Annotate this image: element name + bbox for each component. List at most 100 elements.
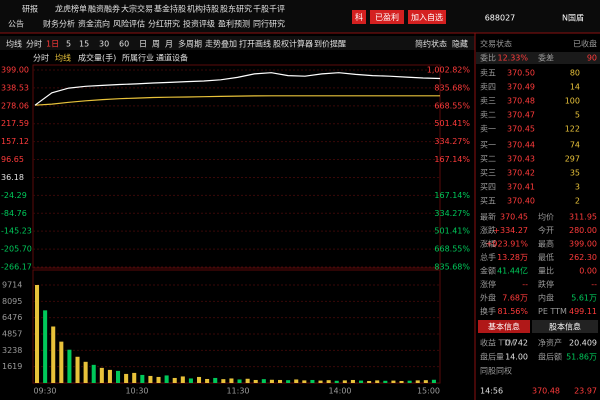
chart-tab[interactable]: 所属行业	[122, 53, 154, 63]
book-volume: 74	[570, 141, 580, 150]
volume-bar	[383, 380, 388, 383]
toolbar-item[interactable]: 日	[139, 40, 147, 49]
toolbar-item[interactable]: 隐藏	[452, 39, 468, 49]
volume-bar	[294, 379, 299, 383]
panel-field: 涨幅	[480, 239, 496, 249]
book-label: 买一	[480, 141, 496, 150]
tab[interactable]	[532, 320, 598, 333]
book-price: 370.50	[507, 69, 535, 78]
chart-tab[interactable]: 分时	[33, 53, 49, 63]
volume-bar	[180, 376, 185, 383]
toolbar-item[interactable]: 打开画线	[239, 39, 271, 49]
panel-tab[interactable]: 基本信息	[488, 322, 520, 332]
time-label: 10:30	[125, 387, 148, 396]
toolbar-item[interactable]: 均线	[6, 39, 22, 49]
book-price: 370.40	[507, 197, 535, 206]
toolbar-item[interactable]: 1日	[46, 40, 59, 49]
panel-field: PE TTM	[538, 307, 567, 316]
volume-bar	[43, 310, 48, 383]
menu-item[interactable]: 基金持股	[154, 4, 186, 14]
book-label: 卖四	[480, 83, 496, 92]
volume-tick-label: 8095	[2, 297, 22, 306]
panel-field: 收益 TTM	[480, 338, 515, 348]
badge-label[interactable]: 加入自选	[411, 12, 443, 22]
price-tick-label: -266.17	[1, 263, 32, 272]
menu-item[interactable]: 龙虎榜单	[55, 4, 87, 14]
badge-label[interactable]: 科	[355, 12, 363, 22]
toolbar-item[interactable]: 5	[66, 40, 71, 49]
volume-bar	[205, 378, 210, 383]
menu-item[interactable]: 资金流向	[78, 19, 110, 29]
panel-field: 换手	[480, 306, 496, 316]
panel-field: 涨停	[480, 279, 496, 289]
menu-item[interactable]: 融资融券	[88, 4, 120, 14]
book-label: 买二	[480, 155, 496, 164]
volume-bar	[269, 379, 274, 383]
menu-item[interactable]: 盈利预测	[218, 19, 250, 29]
menu-item[interactable]: 同行研究	[253, 19, 285, 29]
badge[interactable]	[370, 10, 404, 24]
panel-field: 均价	[538, 212, 554, 222]
panel-tab[interactable]: 股本信息	[549, 322, 581, 332]
book-label: 卖三	[480, 97, 496, 106]
panel-field: 盘后量	[480, 352, 504, 362]
volume-bar	[75, 356, 80, 383]
menu-item[interactable]: 公告	[8, 19, 24, 29]
panel-field: 41.44亿	[497, 266, 528, 276]
badge[interactable]	[408, 10, 446, 24]
book-volume: 80	[570, 69, 580, 78]
badge[interactable]	[352, 10, 366, 24]
toolbar	[0, 36, 475, 50]
toolbar-item[interactable]: 多周期	[178, 39, 202, 49]
volume-bar	[334, 380, 339, 383]
menu-item[interactable]: 大宗交易	[121, 4, 153, 14]
toolbar-item[interactable]: 简约状态	[415, 39, 447, 49]
panel-field: --	[591, 280, 597, 289]
menu-item[interactable]: 投资评级	[183, 19, 215, 29]
menu-item[interactable]: 研报	[22, 4, 38, 14]
menu-item[interactable]: 千股千评	[253, 4, 285, 14]
volume-bar	[188, 378, 193, 383]
ratio-row-bg	[476, 52, 600, 64]
chart-tab[interactable]: 通道设备	[156, 53, 188, 63]
pct-tick-label: 167.14%	[434, 191, 470, 200]
panel-field: 委比	[480, 53, 496, 63]
stock-code: 688027	[485, 14, 516, 23]
toolbar-item[interactable]: 到价提醒	[314, 39, 346, 49]
toolbar-item[interactable]: 周	[152, 40, 160, 49]
toolbar-item[interactable]: 分时	[26, 39, 42, 49]
book-label: 买五	[480, 197, 496, 206]
panel-field: 5.61万	[571, 294, 597, 303]
volume-bar	[124, 373, 129, 383]
volume-bar	[140, 374, 145, 383]
toolbar-item[interactable]: 股权计算器	[273, 39, 313, 49]
menu-item[interactable]: 股东研究	[220, 4, 252, 14]
volume-tick-label: 4857	[2, 329, 22, 338]
chart-tab[interactable]: 均线	[55, 53, 71, 63]
volume-bar	[172, 377, 177, 383]
volume-tick-label: 6476	[2, 313, 22, 322]
menu-item[interactable]: 风险评估	[113, 19, 145, 29]
volume-bar	[107, 369, 112, 383]
toolbar-item[interactable]: 15	[79, 40, 89, 49]
price-tick-label: -84.76	[1, 209, 27, 218]
trade-volume: 23.97	[574, 387, 597, 396]
volume-bar	[359, 380, 364, 383]
chart-tab[interactable]: 成交量(手)	[78, 53, 116, 63]
panel-field: 最低	[538, 252, 554, 262]
volume-bar	[164, 375, 169, 383]
toolbar-item[interactable]: 月	[165, 40, 173, 49]
toolbar-item[interactable]: 60	[119, 40, 129, 49]
volume-bar	[367, 380, 372, 383]
tab-active[interactable]	[478, 320, 530, 333]
badge-label[interactable]: 已盈利	[375, 12, 399, 22]
toolbar-item[interactable]: 走势叠加	[205, 39, 237, 49]
toolbar-item[interactable]: 30	[99, 40, 109, 49]
menu-item[interactable]: 分红研究	[148, 19, 180, 29]
menu-item[interactable]: 财务分析	[43, 19, 75, 29]
volume-bar	[83, 361, 88, 383]
panel-field: 14.00	[505, 353, 528, 362]
book-price: 370.43	[507, 155, 535, 164]
menu-item[interactable]: 机构持股	[187, 4, 219, 14]
pct-tick-label: 668.55%	[434, 101, 470, 110]
